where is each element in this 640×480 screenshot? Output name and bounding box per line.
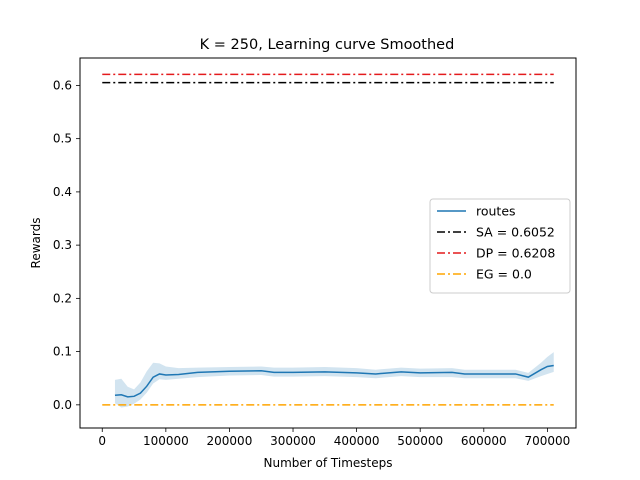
x-axis-label: Number of Timesteps: [264, 456, 393, 470]
series-line-0: [114, 364, 554, 398]
plot-area: [102, 73, 554, 408]
legend-label-1: SA = 0.6052: [476, 225, 555, 240]
legend-label-3: EG = 0.0: [476, 267, 532, 282]
y-tick-label: 0.3: [53, 238, 72, 252]
y-tick-label: 0.2: [53, 291, 72, 305]
legend-box: [429, 198, 571, 294]
y-tick-label: 0.1: [53, 345, 72, 359]
legend-label-2: DP = 0.6208: [476, 246, 555, 261]
axes-frame: [79, 57, 577, 429]
x-tick-label: 300000: [270, 434, 316, 448]
y-tick-label: 0.4: [53, 185, 72, 199]
x-tick-label: 0: [98, 434, 106, 448]
legend-label-0: routes: [476, 204, 516, 219]
y-tick-label: 0.5: [53, 132, 72, 146]
y-axis: 0.0 0.1 0.2 0.3 0.4 0.5 0.6: [53, 78, 80, 412]
x-tick-label: 100000: [143, 434, 189, 448]
chart-title: K = 250, Learning curve Smoothed: [200, 37, 455, 53]
x-tick-label: 500000: [397, 434, 443, 448]
x-tick-label: 600000: [461, 434, 507, 448]
x-axis: 0 100000 200000 300000 400000 500000 600000 700…: [98, 428, 570, 448]
y-tick-label: 0.6: [53, 78, 72, 92]
x-tick-label: 700000: [524, 434, 570, 448]
legend: routes SA = 0.6052 DP = 0.6208 EG = 0.0: [429, 198, 571, 294]
y-tick-label: 0.0: [53, 398, 72, 412]
x-tick-label: 200000: [207, 434, 253, 448]
x-tick-label: 400000: [334, 434, 380, 448]
y-axis-label: Rewards: [29, 218, 43, 269]
